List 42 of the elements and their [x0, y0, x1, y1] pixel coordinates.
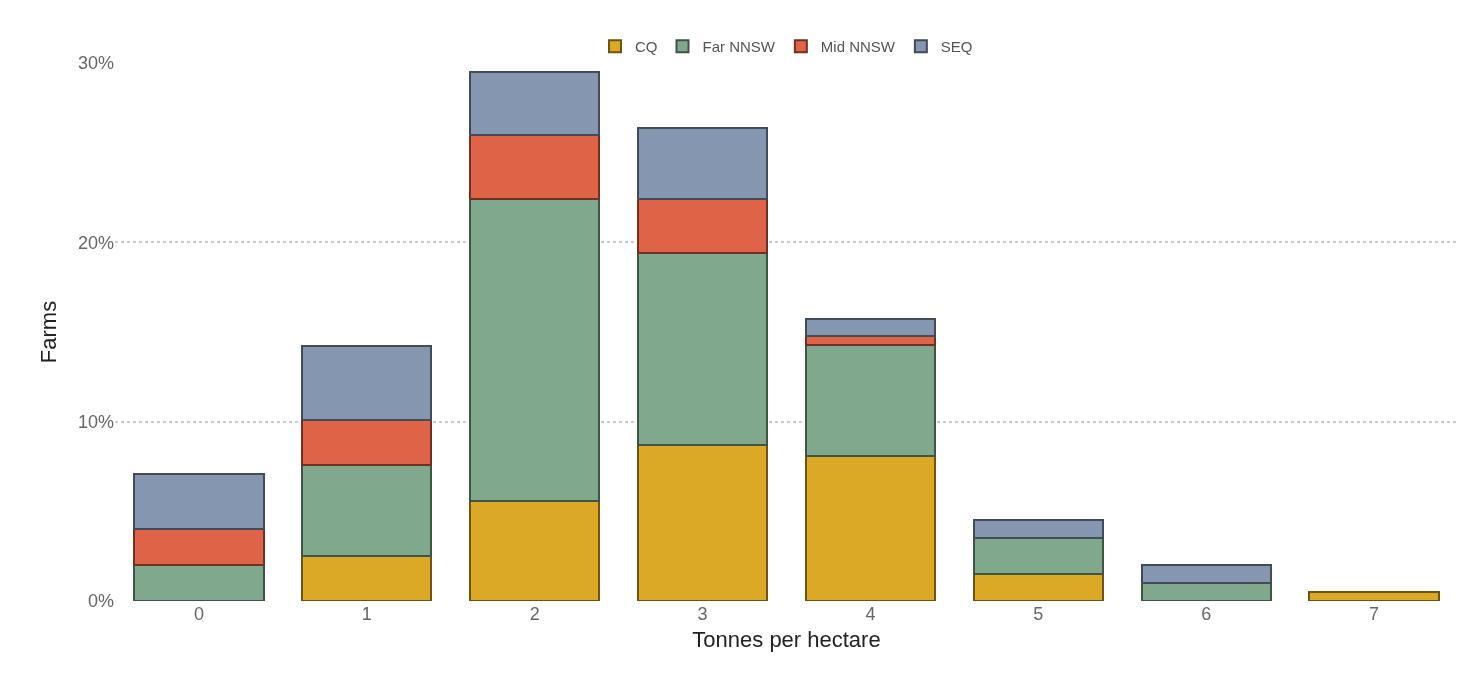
bar — [469, 198, 601, 502]
bar — [133, 528, 265, 567]
bar — [133, 564, 265, 601]
bar — [1140, 564, 1272, 585]
x-tick-label: 2 — [529, 604, 540, 624]
bar — [469, 133, 601, 201]
x-tick-label: 5 — [1033, 604, 1044, 624]
bar — [636, 198, 769, 255]
bar — [804, 454, 937, 601]
x-tick-label: 7 — [1369, 604, 1380, 624]
bar — [972, 573, 1104, 601]
bar — [804, 343, 937, 457]
x-axis-title: Tonnes per hectare — [692, 626, 881, 652]
y-tick-label: 10% — [77, 411, 114, 432]
legend-label: Far NNSW — [702, 38, 776, 56]
bar — [636, 126, 769, 201]
bar — [133, 472, 265, 531]
bar — [1140, 582, 1272, 601]
y-tick-label: 30% — [77, 53, 114, 74]
bar — [636, 252, 769, 446]
y-tick-label: 20% — [77, 232, 114, 253]
legend-label: CQ — [635, 38, 658, 56]
y-tick-label: 0% — [87, 591, 114, 612]
x-tick-label: 1 — [361, 604, 372, 624]
bar — [469, 499, 601, 601]
bar — [636, 443, 769, 601]
bar — [972, 519, 1104, 540]
bar — [972, 537, 1104, 576]
y-axis-title: Farms — [35, 300, 61, 364]
x-tick-label: 0 — [193, 604, 204, 624]
x-tick-label: 3 — [697, 604, 708, 624]
bar — [301, 463, 433, 558]
bar — [301, 555, 433, 601]
legend-label: Mid NNSW — [820, 38, 896, 56]
x-tick-label: 6 — [1201, 604, 1212, 624]
legend-label: SEQ — [940, 38, 973, 56]
bar — [301, 345, 433, 421]
bar — [804, 318, 937, 337]
x-tick-label: 4 — [865, 604, 876, 624]
bar — [1308, 591, 1440, 601]
bar — [469, 70, 601, 136]
bar — [301, 418, 433, 466]
